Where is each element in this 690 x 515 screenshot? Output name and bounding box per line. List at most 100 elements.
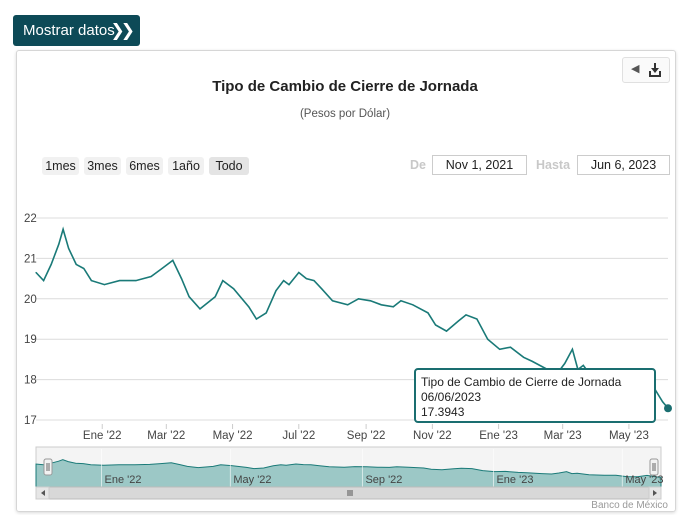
data-point — [476, 318, 478, 320]
arrow-right-icon — [653, 490, 657, 496]
data-point — [380, 304, 382, 306]
navigator-tick-label: May '23 — [625, 474, 663, 486]
y-tick-label: 22 — [24, 213, 37, 225]
range-button-6mes[interactable]: 6mes — [126, 157, 163, 175]
y-tick-label: 20 — [24, 294, 37, 306]
x-tick-label: Jul '22 — [282, 430, 315, 442]
range-button-1mes[interactable]: 1mes — [42, 157, 79, 175]
x-tick-label: May '22 — [213, 430, 253, 442]
data-point — [331, 300, 334, 302]
data-point — [255, 318, 258, 320]
data-point — [35, 271, 37, 274]
navigator[interactable]: Ene '22 May '22 Sep '22 Ene '23 May '23 — [35, 446, 664, 488]
scrollbar[interactable] — [35, 486, 662, 500]
download-icon — [649, 63, 661, 77]
range-button-todo[interactable]: Todo — [209, 157, 249, 175]
data-point — [161, 267, 163, 270]
scrollbar-thumb[interactable] — [48, 486, 650, 500]
x-tick-label: May '23 — [609, 430, 649, 442]
chart-tooltip: Tipo de Cambio de Cierre de Jornada 06/0… — [414, 368, 656, 423]
y-tick-label: 21 — [24, 253, 37, 265]
data-point — [180, 277, 183, 280]
data-point — [50, 263, 52, 266]
y-tick-label: 18 — [24, 375, 37, 387]
data-point — [119, 279, 121, 282]
x-tick-label: Nov '22 — [413, 430, 452, 442]
arrow-left-icon — [41, 490, 45, 496]
data-point — [509, 346, 512, 348]
data-point — [75, 263, 77, 266]
data-point — [571, 348, 574, 350]
chart-panel — [16, 50, 676, 512]
data-point — [499, 348, 501, 350]
data-point — [103, 284, 106, 286]
data-point — [67, 247, 70, 249]
data-point — [457, 320, 460, 322]
x-axis-labels: Ene '22 Mar '22 May '22 Jul '22 Sep '22 Nov '… — [83, 424, 649, 442]
chevron-double-right-icon: ❯❯ — [110, 21, 135, 40]
data-point — [233, 288, 235, 290]
data-point — [427, 312, 429, 314]
tooltip-series: Tipo de Cambio de Cierre de Jornada — [421, 375, 622, 389]
from-date-input[interactable]: Nov 1, 2021 — [432, 155, 527, 175]
data-point — [62, 228, 64, 230]
data-point — [522, 356, 525, 358]
data-point — [320, 288, 323, 290]
data-point — [582, 364, 584, 367]
data-point — [150, 275, 152, 278]
chart-title: Tipo de Cambio de Cierre de Jornada — [212, 78, 478, 95]
data-point — [445, 330, 448, 332]
chart-subtitle: (Pesos por Dólar) — [299, 108, 391, 120]
data-point — [282, 279, 285, 282]
data-point — [465, 314, 467, 316]
y-tick-label: 19 — [24, 334, 37, 346]
data-point — [392, 306, 394, 308]
hover-point — [664, 404, 672, 413]
data-point — [400, 300, 402, 302]
y-tick-label: 17 — [24, 415, 37, 427]
data-point — [58, 243, 60, 245]
data-point — [435, 324, 437, 326]
data-point — [564, 362, 566, 364]
show-data-label: Mostrar datos — [23, 22, 115, 39]
navigator-handle-right[interactable] — [649, 458, 659, 476]
data-point — [214, 296, 216, 298]
navigator-tick-label: Sep '22 — [365, 474, 402, 486]
data-point — [90, 279, 92, 282]
series-line — [35, 226, 669, 409]
range-button-3mes[interactable]: 3mes — [84, 157, 121, 175]
tooltip-date: 06/06/2023 — [421, 390, 482, 404]
data-point — [275, 290, 277, 292]
data-point — [412, 304, 414, 306]
x-tick-label: Mar '22 — [147, 430, 185, 442]
data-point — [305, 277, 307, 280]
data-point — [369, 300, 372, 302]
data-point — [135, 279, 137, 282]
data-point — [288, 284, 290, 286]
data-point — [661, 401, 664, 403]
data-point — [172, 259, 174, 261]
x-tick-label: Sep '22 — [347, 430, 386, 442]
data-point — [248, 306, 250, 308]
range-button-1ano[interactable]: 1año — [168, 157, 204, 175]
export-menu-button[interactable]: ◀ — [622, 57, 670, 83]
data-point — [43, 279, 45, 282]
chart-credit: Banco de México — [591, 500, 668, 511]
navigator-handle-left[interactable] — [43, 458, 53, 476]
show-data-button[interactable]: Mostrar datos ❯❯ — [13, 15, 140, 46]
data-point — [298, 271, 300, 274]
navigator-tick-label: Ene '22 — [105, 474, 142, 486]
data-point — [531, 360, 533, 362]
x-tick-label: Ene '23 — [479, 430, 518, 442]
navigator-area — [35, 459, 662, 488]
to-date-input[interactable]: Jun 6, 2023 — [577, 155, 670, 175]
data-point — [265, 312, 267, 314]
caret-left-icon: ◀ — [631, 63, 640, 75]
navigator-tick-label: May '22 — [233, 474, 271, 486]
data-point — [222, 279, 224, 282]
data-point — [83, 267, 85, 270]
data-point — [487, 338, 489, 340]
data-point — [347, 304, 349, 306]
x-tick-label: Ene '22 — [83, 430, 122, 442]
